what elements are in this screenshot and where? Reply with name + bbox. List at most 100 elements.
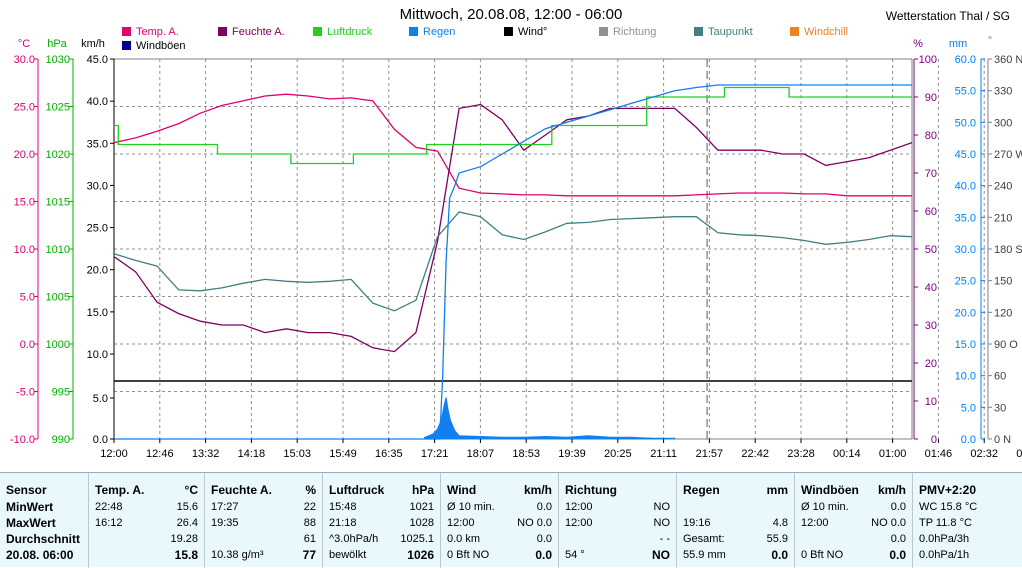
dir-tick-label: 180 S [994,244,1022,256]
press-tick-label: 995 [52,387,70,399]
rain-tick-label: 30.0 [955,244,976,256]
axes: 30.025.020.015.010.05.00.0-5.0-10.010301… [10,54,1022,446]
temp-tick-label: -10.0 [10,434,35,446]
x-tick-label: 14:18 [238,448,266,460]
cell-value: 1021 [409,501,434,513]
cell-value: 22 [303,501,316,513]
cell-value: 4.8 [772,517,788,529]
table-cell-row: 0 Bft NO 0.0 [795,547,912,563]
table-cell-row: 0 Bft NO 0.0 [441,547,558,563]
legend-swatch [122,27,131,36]
table-column: Windböen km/h Ø 10 min. 0.0 12:00 NO 0.0 0.0 0 … [794,473,912,568]
column-header: Windböen km/h [795,482,912,498]
row-label-text: Sensor [6,483,47,497]
legend-label: Richtung [613,26,656,38]
series-temp-a- [113,93,912,197]
column-header-label: Richtung [565,483,617,497]
x-tick-label: 00:14 [833,448,861,460]
series-luftdruck [114,86,912,165]
table-cell-row: 19.28 [89,531,204,547]
table-cell-row: 0.0 km 0.0 [441,531,558,547]
column-header-label: Regen [683,483,720,497]
x-tick-label: 01:46 [925,448,953,460]
dir-tick-label: 300 [994,117,1012,129]
cell-value: NO [652,548,670,562]
wind-tick-label: 35.0 [87,138,108,150]
rain-tick-label: 25.0 [955,276,976,288]
x-tick-label: 13:32 [192,448,220,460]
cell-left: WC 15.8 °C [919,501,978,513]
hum-tick-label: 70 [925,168,937,180]
table-cell-row: WC 15.8 °C [913,499,1022,515]
cell-left: Gesamt: [683,533,725,545]
dir-tick-label: 270 W [994,149,1022,161]
table-cell-row: ^3.0hPa/h 1025.1 [323,531,440,547]
temp-tick-label: 5.0 [20,292,35,304]
table-cell-row: 55.9 mm 0.0 [677,547,794,563]
rain-tick-label: 35.0 [955,212,976,224]
x-tick-label: 21:57 [696,448,724,460]
column-header-unit: % [305,483,316,497]
table-cell-row: - - [559,531,676,547]
legend-swatch [694,27,703,36]
station-name: Wetterstation Thal / SG [886,9,1010,23]
table-column: PMV+2:20 WC 15.8 °C TP 11.8 °C 0.0hPa/3h 0.0… [912,473,1022,568]
hum-tick-label: 30 [925,320,937,332]
table-column: Richtung 12:00 NO 12:00 NO - - 54 ° NO [558,473,676,568]
table-cell-row: 10.38 g/m³ 77 [205,547,322,563]
column-header-unit: hPa [411,483,434,497]
table-cell-row: 19:16 4.8 [677,515,794,531]
cell-value: 0.0 [536,501,552,513]
cell-left: 12:00 [447,517,475,529]
hum-unit: % [913,38,923,50]
x-tick-label: 01:00 [879,448,907,460]
rain-tick-label: 10.0 [955,371,976,383]
rain-unit: mm [949,38,967,50]
legend-swatch [313,27,322,36]
rain-tick-label: 20.0 [955,307,976,319]
cell-left: 17:27 [211,501,239,513]
rain-tick-label: 0.0 [961,434,976,446]
cell-left: Ø 10 min. [447,501,495,513]
rain-tick-label: 5.0 [961,402,976,414]
rain-tick-label: 60.0 [955,54,976,66]
x-tick-label: 21:11 [650,448,677,460]
column-header-label: Wind [447,483,477,497]
hum-tick-label: 100 [919,54,937,66]
x-axis-ticks: 12:00 12:46 13:32 14:18 15:03 15:49 16:35 17:21… [100,439,1022,460]
column-header-label: PMV+2:20 [919,483,977,497]
x-tick-label: 18:53 [512,448,540,460]
table-cell-row: bewölkt 1026 [323,547,440,563]
cell-value: 15.8 [174,548,198,562]
dir-unit: ° [988,35,992,47]
table-column: Temp. A. °C 22:48 15.6 16:12 26.4 19.28 15.8 [88,473,204,568]
legend-swatch [790,27,799,36]
series-regen [114,84,912,440]
press-tick-label: 1000 [46,339,70,351]
row-label-text: 20.08. 06:00 [6,548,74,562]
cell-left: TP 11.8 °C [919,517,972,529]
legend-swatch [599,27,608,36]
table-cell-row: 0.0 [795,531,912,547]
hum-tick-label: 20 [925,358,937,370]
series-windboeen [424,397,676,440]
cell-left: 19:16 [683,517,711,529]
cell-left: 0 Bft NO [447,549,490,561]
series-taupunkt [113,211,913,312]
wind-tick-label: 15.0 [87,307,108,319]
row-label-text: Durchschnitt [6,532,81,546]
cell-value: 26.4 [176,517,198,529]
wind-tick-label: 20.0 [87,265,108,277]
table-cell-row: 22:48 15.6 [89,499,204,515]
column-header-label: Feuchte A. [211,483,272,497]
cell-value: 19.28 [170,533,198,545]
column-header: Richtung [559,482,676,498]
table-row-label: MaxWert [0,515,88,531]
cell-left: 15:48 [329,501,357,513]
table-row-label: Sensor [0,482,88,498]
x-tick-label: 15:03 [283,448,311,460]
x-tick-label: 23:28 [787,448,815,460]
cell-value: 1026 [407,548,434,562]
weather-chart: Mittwoch, 20.08.08, 12:00 - 06:00 Wetter… [9,6,1022,460]
temp-tick-label: 15.0 [14,197,35,209]
